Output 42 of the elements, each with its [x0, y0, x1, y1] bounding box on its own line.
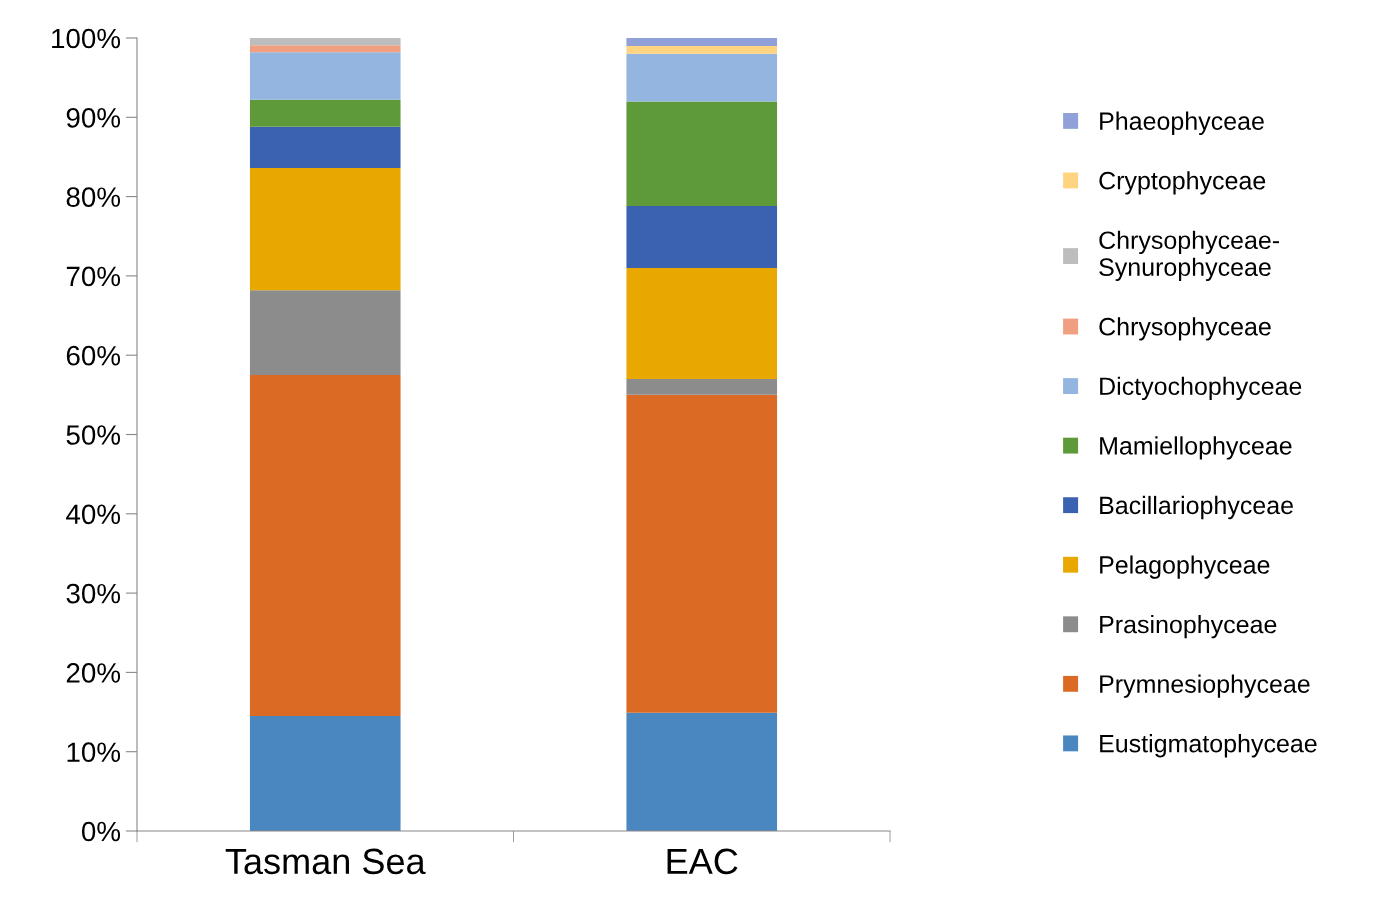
y-tick-label: 80%	[66, 187, 121, 207]
bar	[626, 206, 778, 268]
bar	[249, 52, 401, 100]
bar	[249, 716, 401, 831]
bar	[249, 99, 401, 127]
bar	[249, 126, 401, 169]
legend-label: Pelagophyceae	[1100, 555, 1270, 579]
y-tick-label: 20%	[66, 663, 121, 683]
legend-label: Chrysophyceae	[1099, 317, 1271, 341]
bar	[626, 712, 778, 831]
y-tick-label: 40%	[66, 504, 121, 525]
legend-label: Phaeophyceae	[1100, 111, 1264, 135]
bar	[626, 38, 778, 46]
legend-label: Eustigmatophyceae	[1100, 734, 1317, 758]
bar	[626, 45, 778, 54]
bar	[249, 168, 401, 291]
y-tick-label: 70%	[66, 266, 121, 287]
legend-label: Mamiellophyceae	[1100, 436, 1292, 460]
bar	[249, 375, 401, 717]
bar	[626, 53, 778, 102]
bar	[626, 394, 778, 713]
y-tick-label: 30%	[66, 583, 121, 604]
y-tick-label: 50%	[66, 425, 121, 445]
x-tick-label: Tasman Sea	[225, 848, 426, 875]
y-tick-label: 0%	[81, 821, 121, 842]
y-tick-label: 100%	[52, 28, 121, 49]
x-tick-label: EAC	[667, 848, 738, 875]
bar	[626, 378, 778, 395]
y-tick-label: 90%	[66, 107, 121, 128]
legend-label: Dictyochophyceae	[1100, 376, 1302, 401]
bar	[626, 267, 778, 379]
legend-label: Prasinophyceae	[1100, 614, 1277, 639]
legend-label: Bacillariophyceae	[1100, 495, 1293, 520]
y-tick-label: 10%	[67, 742, 121, 763]
legend-label: Cryptophyceae	[1099, 171, 1266, 195]
legend-label: Chrysophyceae- Synurophyceae	[1099, 230, 1280, 281]
bar	[626, 101, 778, 207]
legend-label: Prymnesiophyceae	[1100, 674, 1310, 698]
bar	[249, 45, 401, 53]
bar	[249, 290, 401, 376]
bar	[249, 38, 401, 46]
y-tick-label: 60%	[66, 345, 121, 366]
